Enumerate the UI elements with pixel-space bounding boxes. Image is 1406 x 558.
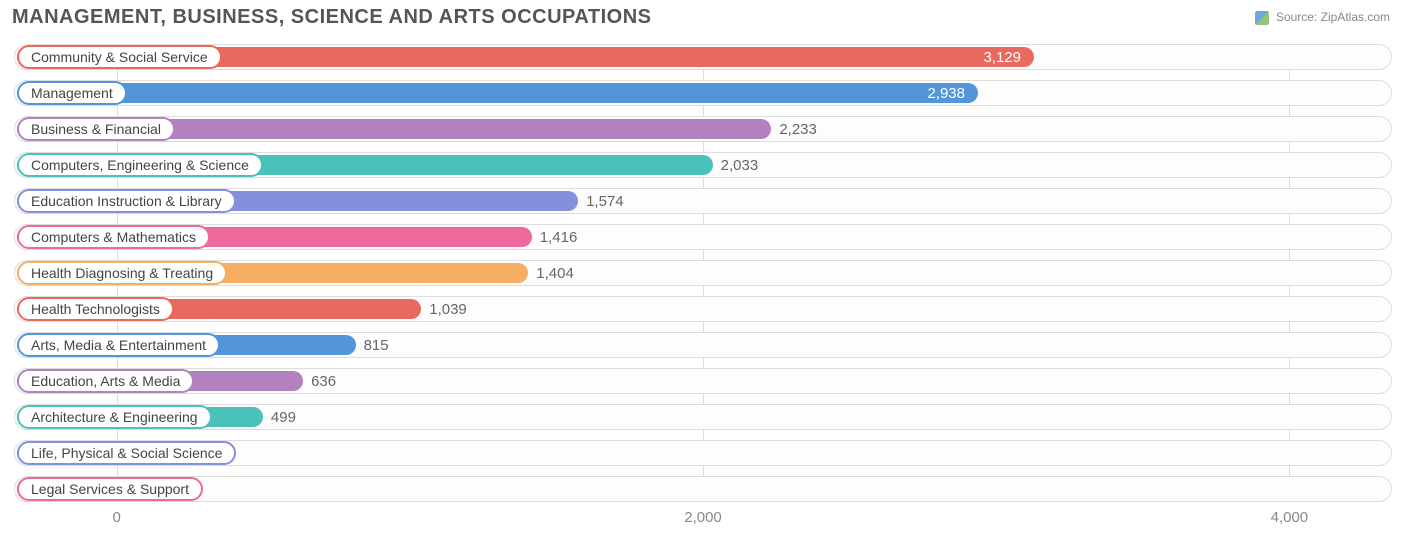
bar-row: 1,416 Computers & Mathematics <box>14 224 1392 250</box>
bar-category-label: Life, Physical & Social Science <box>31 445 222 461</box>
bar-row: 2,938Management <box>14 80 1392 106</box>
bar-category-label: Computers & Mathematics <box>31 229 196 245</box>
bar-value-label: 1,416 <box>532 224 578 250</box>
bar-value-label: 815 <box>356 332 389 358</box>
bar-category-label: Education, Arts & Media <box>31 373 180 389</box>
bar-category-label: Business & Financial <box>31 121 161 137</box>
bar-row: 1,404 Health Diagnosing & Treating <box>14 260 1392 286</box>
bar-category-pill: Health Diagnosing & Treating <box>17 261 227 285</box>
bar-category-pill: Education Instruction & Library <box>17 189 236 213</box>
chart-plot: 02,0004,0003,129Community & Social Servi… <box>14 44 1392 502</box>
bar-category-label: Legal Services & Support <box>31 481 189 497</box>
bar-category-label: Architecture & Engineering <box>31 409 198 425</box>
bar-category-pill: Computers, Engineering & Science <box>17 153 263 177</box>
bar-category-label: Arts, Media & Entertainment <box>31 337 206 353</box>
bar-value-label: 499 <box>263 404 296 430</box>
bar-value-label: 2,938 <box>17 80 975 106</box>
x-axis-tick-label: 2,000 <box>684 509 722 526</box>
bar-row: 2,233 Business & Financial <box>14 116 1392 142</box>
bar-row: 104Legal Services & Support <box>14 476 1392 502</box>
bar-category-pill: Life, Physical & Social Science <box>17 441 236 465</box>
bar-row: 636 Education, Arts & Media <box>14 368 1392 394</box>
bar-category-label: Community & Social Service <box>31 49 208 65</box>
bar-category-pill: Business & Financial <box>17 117 175 141</box>
bar-value-label: 1,574 <box>578 188 624 214</box>
bar-category-label: Health Technologists <box>31 301 160 317</box>
bar-category-pill: Community & Social Service <box>17 45 222 69</box>
source-label: Source: <box>1276 10 1317 24</box>
bar-category-label: Management <box>31 85 113 101</box>
source-favicon-icon <box>1255 11 1269 25</box>
bar-category-pill: Legal Services & Support <box>17 477 203 501</box>
bar-value-label: 1,039 <box>421 296 467 322</box>
bar-row: 3,129Community & Social Service <box>14 44 1392 70</box>
bar-row: 499 Architecture & Engineering <box>14 404 1392 430</box>
chart-area: 0 2,000 4,000 3,129Community & Social Servi… <box>14 44 1392 544</box>
bar-row: 1,574 Education Instruction & Library <box>14 188 1392 214</box>
bar-value-label: 636 <box>303 368 336 394</box>
bar-category-pill: Computers & Mathematics <box>17 225 210 249</box>
bar-row: 1,039 Health Technologists <box>14 296 1392 322</box>
x-axis-tick-label: 0 <box>112 509 120 526</box>
bar-category-pill: Arts, Media & Entertainment <box>17 333 220 357</box>
bar-row: 815 Arts, Media & Entertainment <box>14 332 1392 358</box>
bar-category-pill: Health Technologists <box>17 297 174 321</box>
bar-value-label: 1,404 <box>528 260 574 286</box>
bar-row: 2,033 Computers, Engineering & Science <box>14 152 1392 178</box>
chart-title: MANAGEMENT, BUSINESS, SCIENCE AND ARTS O… <box>12 6 651 29</box>
bar-category-label: Computers, Engineering & Science <box>31 157 249 173</box>
source-attribution: Source: ZipAtlas.com <box>1255 10 1390 25</box>
bar-category-label: Education Instruction & Library <box>31 193 222 209</box>
x-axis-tick-label: 4,000 <box>1271 509 1309 526</box>
bar-category-label: Health Diagnosing & Treating <box>31 265 213 281</box>
bar-track <box>14 476 1392 502</box>
bar-value-label: 2,233 <box>771 116 817 142</box>
bar-category-pill: Architecture & Engineering <box>17 405 212 429</box>
bar-category-pill: Management <box>17 81 127 105</box>
bar-category-pill: Education, Arts & Media <box>17 369 194 393</box>
source-name: ZipAtlas.com <box>1321 10 1390 24</box>
bar-value-label: 2,033 <box>713 152 759 178</box>
bar-row: 118Life, Physical & Social Science <box>14 440 1392 466</box>
